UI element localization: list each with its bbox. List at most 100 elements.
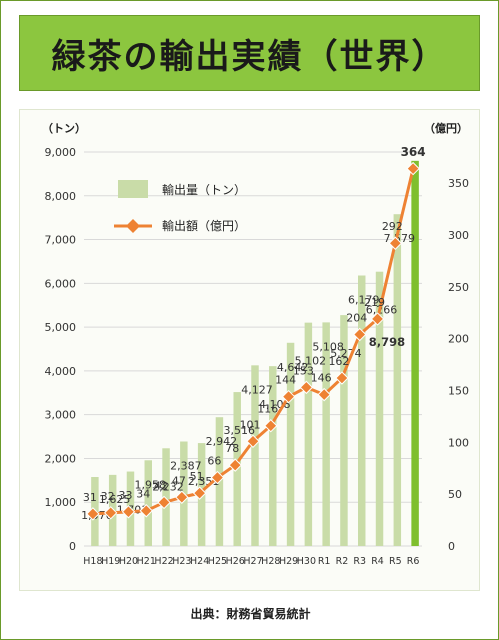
bar bbox=[393, 214, 402, 546]
bar-value-label: 4,642 bbox=[277, 361, 309, 374]
x-tick-label: H26 bbox=[226, 556, 245, 567]
line-marker bbox=[388, 236, 403, 250]
legend-line-label: 輸出額（億円） bbox=[162, 218, 246, 233]
y-left-tick-label: 9,000 bbox=[45, 146, 77, 159]
export-chart: 0 1,000 2,000 3,000 4,000 5,000 6,000 7,000 8,00… bbox=[42, 121, 469, 567]
x-tick-label: H25 bbox=[208, 556, 227, 567]
line-value-label: 42 bbox=[154, 479, 168, 492]
bar bbox=[340, 315, 348, 546]
bar bbox=[411, 160, 419, 546]
x-tick-label: H19 bbox=[101, 556, 120, 567]
line-value-label: 47 bbox=[172, 474, 186, 487]
y-left-tick-label: 1,000 bbox=[45, 496, 77, 509]
page-title: 緑茶の輸出実績（世界） bbox=[51, 36, 448, 77]
y-right-tick-label: 100 bbox=[448, 436, 469, 449]
line-marker bbox=[86, 507, 100, 521]
bar-value-label: 1,958 bbox=[135, 478, 167, 491]
line-marker bbox=[281, 389, 296, 404]
line-marker bbox=[264, 419, 278, 433]
x-tick-label: R1 bbox=[318, 556, 331, 567]
line-marker bbox=[246, 434, 260, 448]
line-value-label: 101 bbox=[240, 418, 261, 431]
x-tick-label: H27 bbox=[243, 556, 262, 567]
bar bbox=[144, 460, 152, 546]
y-left-tick-label: 3,000 bbox=[45, 409, 77, 422]
legend-bar-swatch bbox=[118, 180, 148, 198]
y-left-tick-label: 2,000 bbox=[45, 452, 77, 465]
y-left-tick-label: 5,000 bbox=[45, 321, 77, 334]
y-right-tick-label: 250 bbox=[448, 281, 469, 294]
line-value-label: 144 bbox=[275, 374, 296, 387]
bar-value-label: 6,266 bbox=[366, 304, 398, 317]
legend-bar-label: 輸出量（トン） bbox=[162, 182, 246, 197]
line-value-label: 31 bbox=[83, 491, 97, 504]
x-tick-label: R5 bbox=[389, 556, 402, 567]
y-right-tick-label: 0 bbox=[448, 540, 455, 553]
y-right-tick-label: 50 bbox=[448, 488, 462, 501]
x-tick-label: H21 bbox=[137, 556, 156, 567]
legend-line-marker bbox=[126, 219, 140, 233]
y-right-tick-label: 300 bbox=[448, 229, 469, 242]
line-value-label: 34 bbox=[136, 488, 150, 501]
bar bbox=[304, 322, 313, 546]
y-left-tick-label: 4,000 bbox=[45, 365, 77, 378]
line-value-label: 364 bbox=[401, 145, 426, 159]
bar-value-label: 2,942 bbox=[206, 435, 238, 448]
x-tick-label: R3 bbox=[353, 556, 366, 567]
bar bbox=[358, 275, 366, 546]
x-tick-label: H24 bbox=[190, 556, 209, 567]
y-left-tick-label: 6,000 bbox=[45, 277, 77, 290]
y-left-tick-label: 0 bbox=[69, 540, 76, 553]
bar-value-label: 1,625 bbox=[99, 493, 130, 506]
x-tick-label: H23 bbox=[172, 556, 191, 567]
line-marker bbox=[317, 387, 331, 402]
line-value-label: 51 bbox=[190, 470, 204, 483]
chart-panel: 0 1,000 2,000 3,000 4,000 5,000 6,000 7,000 8,00… bbox=[19, 109, 480, 591]
bar-value-label: 3,516 bbox=[223, 424, 255, 437]
y-left-tick-label: 8,000 bbox=[45, 190, 77, 203]
y-right-tick-label: 200 bbox=[448, 333, 469, 346]
bar bbox=[162, 448, 170, 546]
bar bbox=[322, 322, 330, 546]
x-tick-label: H22 bbox=[154, 556, 173, 567]
y-right-tick-label: 150 bbox=[448, 384, 469, 397]
line-marker bbox=[210, 470, 225, 485]
x-tick-label: R4 bbox=[371, 556, 384, 567]
line-value-label: 219 bbox=[364, 296, 385, 309]
bar bbox=[269, 366, 277, 546]
line-marker bbox=[157, 495, 171, 510]
bar bbox=[286, 342, 295, 546]
line-value-label: 153 bbox=[293, 364, 314, 377]
line-marker bbox=[228, 458, 242, 472]
line-value-label: 116 bbox=[257, 403, 278, 416]
bar-value-label: 2,232 bbox=[152, 480, 184, 493]
x-tick-label: R6 bbox=[407, 556, 420, 567]
y-right-unit: （億円） bbox=[424, 121, 468, 135]
line-value-label: 292 bbox=[382, 220, 403, 233]
line-marker bbox=[353, 327, 367, 342]
x-tick-label: H30 bbox=[297, 556, 316, 567]
line-value-label: 204 bbox=[346, 311, 367, 324]
title-banner: 緑茶の輸出実績（世界） bbox=[19, 15, 480, 91]
line-value-label: 33 bbox=[118, 489, 132, 502]
line-marker bbox=[175, 490, 189, 504]
line-marker bbox=[299, 380, 314, 395]
line-marker bbox=[370, 312, 385, 326]
line-marker bbox=[103, 506, 118, 520]
bar-value-label: 4,127 bbox=[241, 383, 273, 396]
line-marker bbox=[335, 371, 349, 385]
x-tick-label: H29 bbox=[279, 556, 298, 567]
line-value-label: 66 bbox=[207, 455, 221, 468]
bar-value-label: 8,798 bbox=[369, 335, 405, 349]
x-tick-label: R2 bbox=[336, 556, 349, 567]
x-tick-label: H18 bbox=[83, 556, 102, 567]
bar bbox=[375, 271, 384, 546]
line-value-label: 162 bbox=[328, 355, 349, 368]
bar-value-label: 6,179 bbox=[348, 293, 380, 306]
bar-value-label: 2,387 bbox=[170, 460, 202, 473]
bar-value-label: 5,108 bbox=[312, 340, 344, 353]
source-note: 出典：財務省貿易統計 bbox=[190, 607, 311, 621]
line-marker bbox=[406, 161, 420, 176]
bar bbox=[251, 365, 259, 546]
